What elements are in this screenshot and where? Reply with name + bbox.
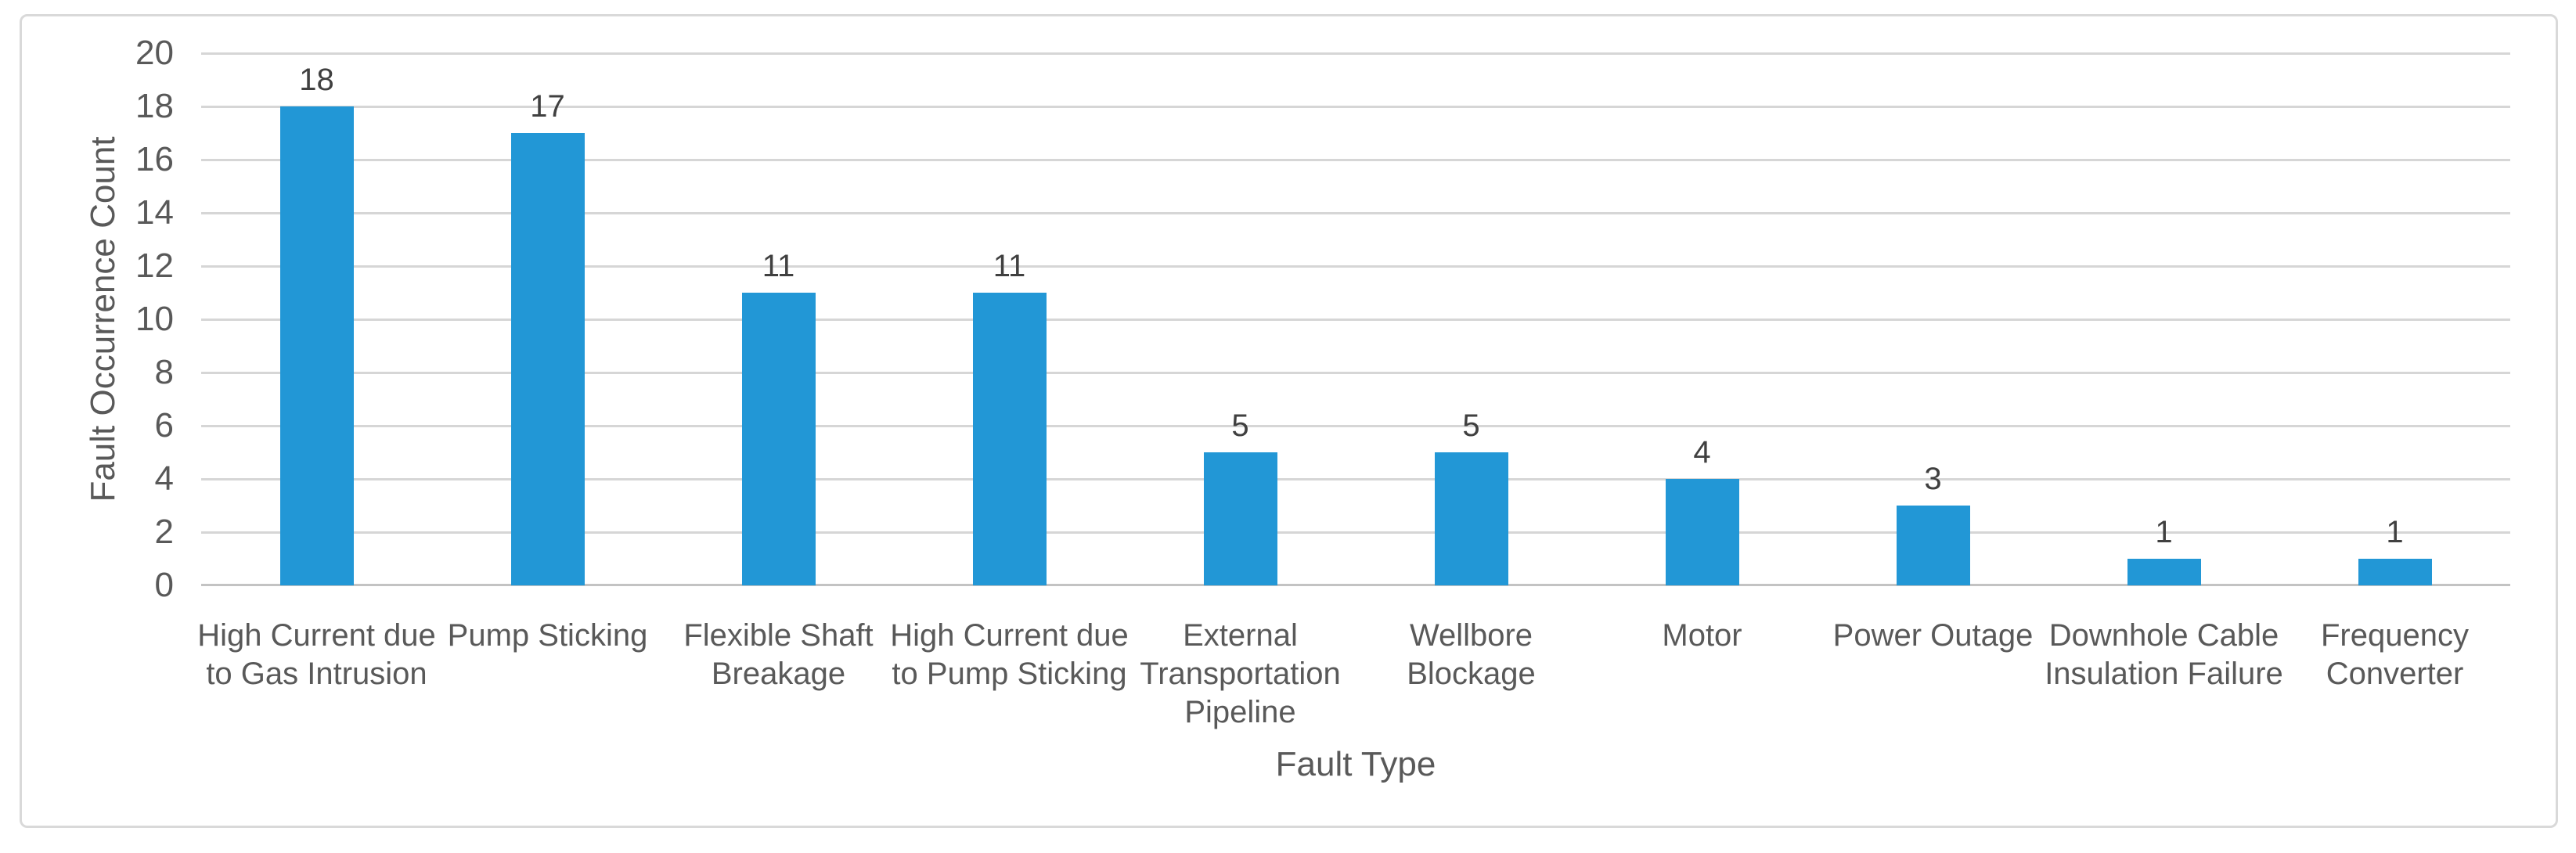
bar-slot: 17 Pump Sticking <box>432 53 663 653</box>
category-label: Power Outage <box>1832 618 2034 653</box>
bar <box>1434 452 1508 585</box>
bar-value-label: 17 <box>530 89 565 124</box>
bar-slot: 3 Power Outage <box>1818 53 2048 653</box>
bar-value-label: 18 <box>299 63 334 97</box>
bar-value-label: 4 <box>1693 435 1711 470</box>
bar <box>1203 452 1277 585</box>
bar-slot: 5 Wellbore Blockage <box>1356 53 1587 691</box>
category-label: High Current due to Gas Intrusion <box>197 618 436 691</box>
bar-value-label: 3 <box>1924 462 1942 496</box>
y-tick-label: 14 <box>135 193 174 232</box>
gridline <box>201 425 2510 427</box>
y-tick-label: 6 <box>154 406 174 444</box>
bar <box>972 293 1047 585</box>
gridline <box>201 52 2510 55</box>
category-label: Flexible Shaft Breakage <box>683 618 874 691</box>
y-tick-label: 12 <box>135 247 174 285</box>
y-tick-label: 2 <box>154 513 174 551</box>
x-axis-line <box>201 584 2510 586</box>
bar-value-label: 1 <box>2155 515 2173 549</box>
y-tick-label: 8 <box>154 353 174 391</box>
category-label: High Current due to Pump Sticking <box>890 618 1129 691</box>
x-axis-title: Fault Type <box>1275 745 1436 783</box>
bar-value-label: 5 <box>1462 409 1480 443</box>
bar-value-label: 1 <box>2386 515 2404 549</box>
bar-value-label: 11 <box>762 249 795 283</box>
bar <box>2358 559 2432 585</box>
category-label: External Transportation Pipeline <box>1140 618 1341 729</box>
bar-slot: 1 Frequency Converter <box>2279 53 2510 691</box>
gridline <box>201 212 2510 214</box>
bar <box>2127 559 2201 585</box>
category-label: Motor <box>1662 618 1742 653</box>
bar-value-label: 11 <box>993 249 1026 283</box>
bar <box>1896 506 1970 585</box>
gridline <box>201 159 2510 161</box>
gridline <box>201 265 2510 268</box>
bar <box>1665 479 1739 585</box>
category-label: Frequency Converter <box>2321 618 2469 691</box>
y-tick-label: 20 <box>135 34 174 72</box>
bar-slot: 18 High Current due to Gas Intrusion <box>197 53 436 691</box>
chart-frame <box>20 14 2558 828</box>
gridline <box>201 531 2510 534</box>
bar-value-label: 5 <box>1231 409 1249 443</box>
gridline <box>201 319 2510 321</box>
bar-slot: 1 Downhole Cable Insulation Failure <box>2045 53 2283 691</box>
bar-slot: 11 High Current due to Pump Sticking <box>890 53 1129 691</box>
gridline <box>201 372 2510 374</box>
category-label: Downhole Cable Insulation Failure <box>2045 618 2283 691</box>
bar <box>510 133 585 585</box>
category-label: Wellbore Blockage <box>1407 618 1536 691</box>
plot-area: 18 High Current due to Gas Intrusion 17 Pum… <box>197 52 2510 729</box>
y-tick-label: 10 <box>135 300 174 338</box>
category-label: Pump Sticking <box>447 618 648 653</box>
bar-slot: 5 External Transportation Pipeline <box>1125 53 1356 729</box>
gridline <box>201 478 2510 480</box>
bar-slot: 11 Flexible Shaft Breakage <box>663 53 894 691</box>
y-tick-label: 0 <box>154 566 174 604</box>
bar <box>279 106 354 585</box>
y-tick-label: 18 <box>135 87 174 125</box>
bar <box>741 293 816 585</box>
gridline <box>201 106 2510 108</box>
bar-slot: 4 Motor <box>1587 53 1818 653</box>
y-tick-label: 4 <box>154 459 174 498</box>
y-tick-label: 16 <box>135 140 174 178</box>
